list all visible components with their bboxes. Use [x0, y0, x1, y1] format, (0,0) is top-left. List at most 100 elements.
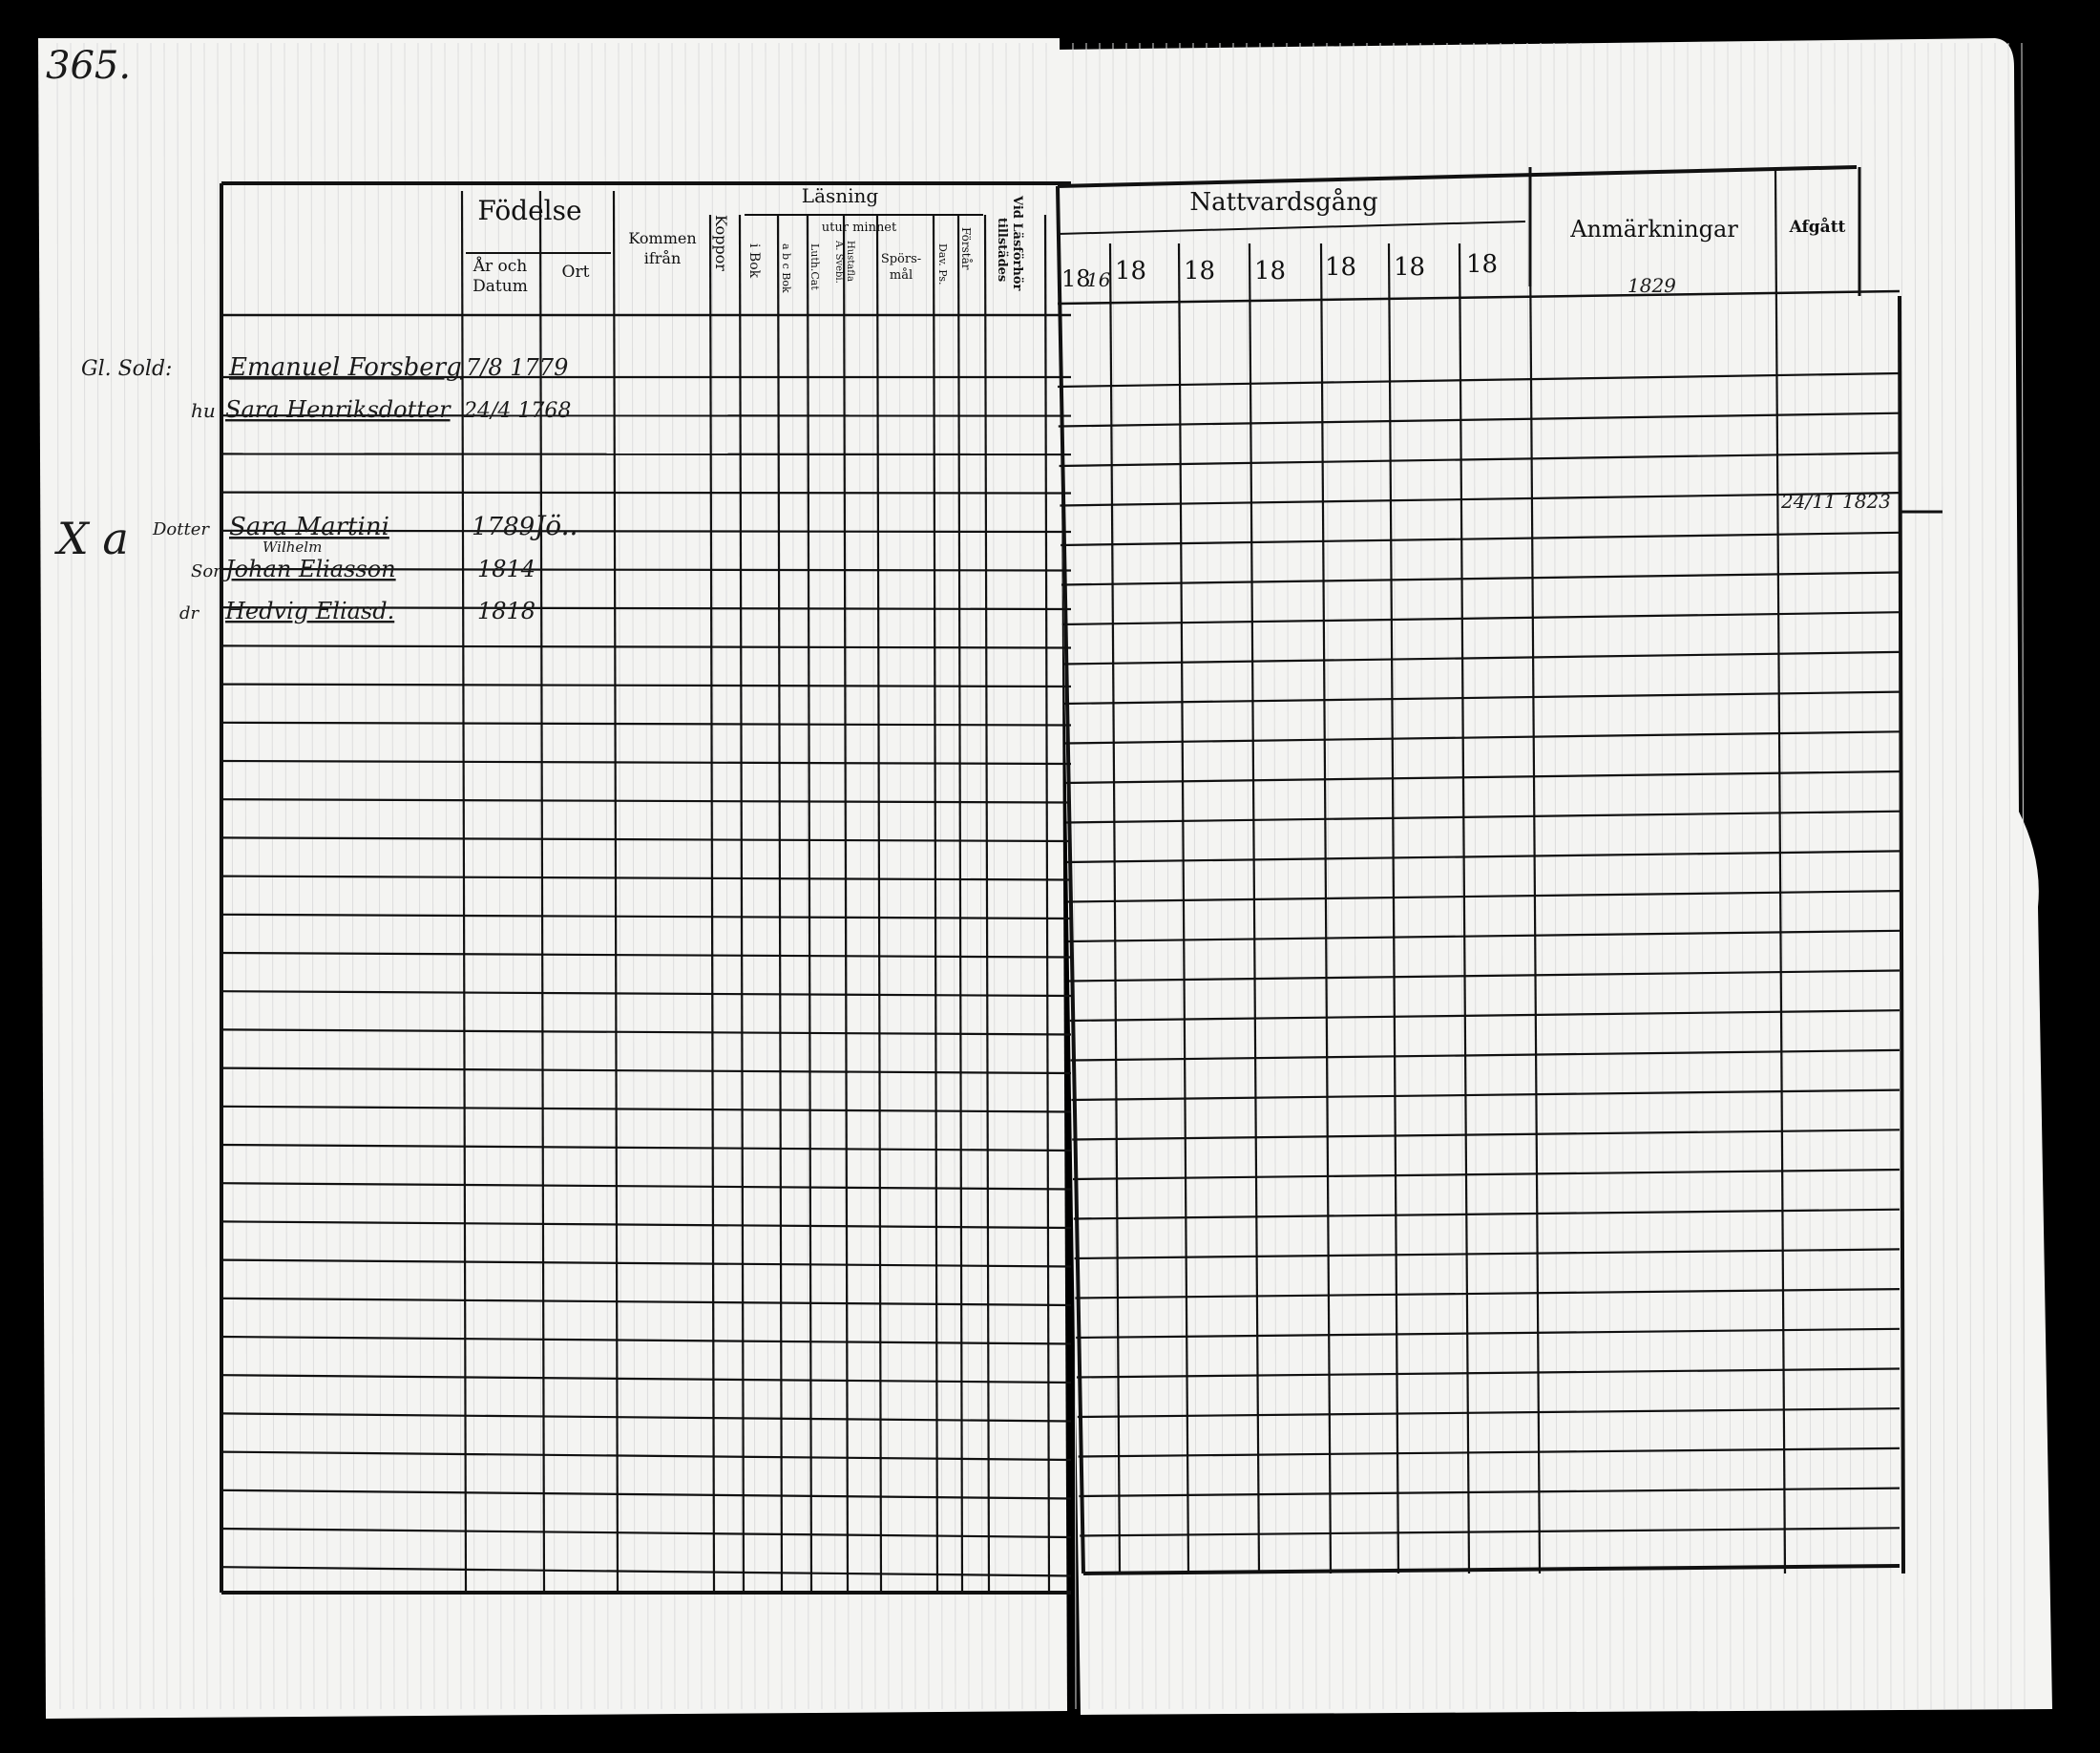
paper-rule [724, 42, 729, 1710]
row-line [1065, 810, 1900, 824]
paper-rule [1820, 42, 1825, 1710]
paper-rule [70, 42, 74, 1710]
paper-rule [578, 42, 582, 1710]
paper-rule [1887, 42, 1892, 1710]
row-line [1077, 1407, 1900, 1419]
header-luth-cat: Luth.Cat [808, 243, 821, 290]
paper-rule [791, 42, 796, 1710]
paper-rule [604, 42, 609, 1710]
row-line [220, 1374, 1072, 1384]
paper-rule [1246, 42, 1250, 1710]
paper-rule [1834, 42, 1838, 1710]
paper-rule [457, 42, 462, 1710]
row-line [1079, 1487, 1900, 1498]
header-tillstades: tillstädes [995, 218, 1009, 282]
paper-rule [1860, 42, 1865, 1710]
paper-rule [1312, 42, 1317, 1710]
paper-rule [1754, 42, 1758, 1710]
anmarkning-note: 1829 [1628, 274, 1676, 297]
row-line [1063, 690, 1900, 706]
paper-rule [123, 42, 128, 1710]
row-line [220, 1527, 1072, 1539]
row-line [1075, 1288, 1900, 1299]
year-col-2: 18 [1115, 257, 1146, 285]
paper-rule [1687, 42, 1691, 1710]
entry-name: Emanuel Forsberg [228, 353, 462, 382]
header-utur-minnet: utur minnet [822, 221, 897, 235]
paper-rule [1085, 42, 1090, 1710]
header-dav-ps: Dav. Ps. [936, 243, 949, 285]
paper-rule [1593, 42, 1598, 1710]
header-lasning: Läsning [802, 184, 879, 207]
header-i-bok: i Bok [746, 243, 762, 279]
entry-name: Hedvig Eliasd. [224, 598, 394, 624]
paper-rule [1032, 42, 1037, 1710]
row-line [220, 990, 1072, 998]
row-line [220, 529, 1072, 534]
row-line [1076, 1367, 1900, 1379]
row-line [1060, 492, 1900, 507]
paper-rule [1540, 42, 1544, 1710]
paper-rule [1446, 42, 1451, 1710]
year-col-6: 18 [1394, 253, 1425, 282]
handwritten-entries: 365. Gl. Sold: Emanuel Forsberg 7/8 1779… [46, 44, 1942, 624]
paper-rule [150, 42, 155, 1710]
row-line [220, 1489, 1072, 1500]
header-forstar: Förstår [959, 227, 974, 270]
row-line [220, 913, 1072, 920]
column-line [956, 214, 964, 1594]
row-line [1072, 1129, 1900, 1141]
row-line [220, 1450, 1072, 1462]
paper-rule [484, 42, 489, 1710]
paper-rule [1954, 42, 1959, 1710]
paper-rule [1232, 42, 1237, 1710]
paper-rule [1620, 42, 1625, 1710]
right-table-header: Nattvardsgång 18 16 18 18 18 18 18 18 An… [1061, 187, 1846, 292]
row-line [1068, 969, 1900, 982]
header-mal: mål [890, 267, 913, 283]
row-line [1072, 1168, 1900, 1181]
column-line [538, 190, 546, 1594]
header-fodelse: Födelse [477, 195, 581, 226]
paper-rule [952, 42, 956, 1710]
entry-born: 1818 [477, 598, 536, 624]
header-anmarkningar: Anmärkningar [1569, 216, 1738, 243]
header-bottom [1057, 289, 1900, 306]
paper-rule [1713, 42, 1718, 1710]
paper-rule [684, 42, 689, 1710]
afgatt-date: 24/11 1823 [1780, 490, 1891, 513]
paper-rule [1152, 42, 1157, 1710]
paper-rule [671, 42, 676, 1710]
paper-rule [1580, 42, 1585, 1710]
year-col-1-suffix: 16 [1086, 268, 1111, 291]
paper-rule [1366, 42, 1371, 1710]
paper-rule [644, 42, 649, 1710]
paper-rule [1727, 42, 1732, 1710]
column-line [1319, 243, 1333, 1574]
row-line [220, 875, 1072, 881]
row-line [220, 1182, 1072, 1191]
entry-born: 1814 [477, 556, 536, 582]
column-line [1387, 243, 1400, 1574]
column-line [1248, 243, 1261, 1574]
paper-rule [1433, 42, 1438, 1710]
paper-rule [1379, 42, 1384, 1710]
column-line [842, 214, 850, 1594]
column-line [1043, 214, 1051, 1594]
entry-margin: Son [191, 561, 224, 581]
row-line [220, 491, 1072, 495]
paper-rule [1927, 42, 1932, 1710]
column-line [1177, 243, 1190, 1574]
paper-rule [1125, 42, 1130, 1710]
page-number: 365. [46, 44, 131, 88]
column-line [708, 214, 716, 1594]
column-line [1774, 169, 1787, 1574]
paper-rule [1633, 42, 1638, 1710]
paper-rule [110, 42, 115, 1710]
paper-rule [2007, 42, 2012, 1710]
paper-rule [1794, 42, 1798, 1710]
paper-rule [163, 42, 168, 1710]
paper-rule [912, 42, 916, 1710]
entry-place: Jö.. [530, 510, 578, 541]
